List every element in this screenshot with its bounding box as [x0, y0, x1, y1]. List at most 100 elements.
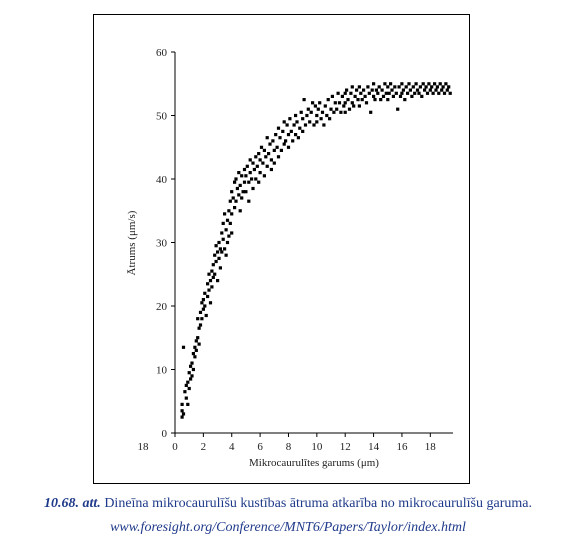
- data-point: [217, 256, 221, 260]
- data-point: [201, 298, 205, 302]
- data-point: [196, 336, 200, 340]
- data-point: [380, 88, 384, 92]
- data-point: [425, 91, 430, 95]
- data-point: [258, 171, 262, 175]
- x-tick-label: 8: [286, 441, 292, 453]
- data-point: [203, 304, 207, 308]
- data-point: [309, 110, 313, 114]
- data-point: [194, 348, 198, 352]
- y-axis-label: Ātrums (μm/s): [126, 210, 138, 275]
- data-point: [428, 88, 432, 92]
- data-point: [262, 148, 266, 152]
- data-point: [360, 98, 364, 102]
- data-point: [227, 234, 231, 238]
- data-point: [347, 107, 352, 111]
- data-point: [319, 117, 323, 121]
- data-point: [387, 91, 391, 95]
- data-point: [442, 91, 447, 95]
- x-tick-label: 0: [172, 441, 178, 453]
- data-point: [332, 110, 336, 114]
- data-point: [206, 282, 210, 286]
- data-point: [408, 88, 412, 92]
- data-point: [397, 85, 401, 89]
- data-point: [269, 167, 273, 172]
- data-point: [250, 177, 254, 181]
- data-point: [285, 123, 289, 127]
- figure-caption: 10.68. att. Dineīna mikrocaurulīšu kustī…: [0, 496, 576, 512]
- data-point: [220, 250, 224, 254]
- x-tick-label: 4: [229, 441, 235, 453]
- data-point: [386, 85, 390, 89]
- data-point: [311, 101, 315, 105]
- data-point: [305, 113, 309, 118]
- data-point: [242, 180, 247, 184]
- data-point: [288, 117, 292, 121]
- data-point: [238, 183, 242, 187]
- data-point: [242, 167, 247, 172]
- data-point: [377, 85, 381, 89]
- data-point: [279, 148, 283, 152]
- data-point: [281, 129, 285, 133]
- data-point: [227, 209, 231, 213]
- data-point: [303, 123, 308, 127]
- data-point: [357, 85, 361, 89]
- x-tick-label: 18: [425, 441, 437, 453]
- data-point: [221, 221, 225, 225]
- data-point: [369, 110, 373, 114]
- data-point: [282, 142, 286, 146]
- x-axis-label: Mikrocaurulītes garums (μm): [249, 457, 379, 469]
- data-point: [278, 136, 282, 140]
- data-point: [248, 171, 252, 175]
- data-point: [237, 193, 241, 197]
- scatter-points: [180, 82, 452, 419]
- data-point: [289, 129, 293, 133]
- data-point: [364, 101, 369, 105]
- data-point: [445, 88, 449, 92]
- data-point: [299, 110, 303, 114]
- data-point: [424, 85, 428, 89]
- data-point: [186, 402, 190, 406]
- data-point: [201, 307, 205, 311]
- data-point: [216, 279, 220, 283]
- data-point: [415, 88, 420, 92]
- data-point: [234, 177, 238, 181]
- data-point: [233, 180, 237, 184]
- data-point: [211, 263, 215, 267]
- data-point: [276, 155, 281, 159]
- figure-frame: [93, 14, 470, 484]
- data-point: [241, 190, 245, 194]
- data-point: [296, 136, 300, 140]
- x-tick-label: 12: [340, 441, 351, 453]
- data-point: [320, 110, 325, 114]
- data-point: [421, 82, 425, 86]
- data-point: [284, 139, 288, 143]
- data-point: [295, 120, 299, 124]
- data-point: [396, 107, 400, 111]
- data-point: [230, 212, 234, 216]
- data-point: [391, 94, 395, 98]
- source-url[interactable]: www.foresight.org/Conference/MNT6/Papers…: [110, 520, 466, 535]
- data-point: [349, 91, 353, 95]
- data-point: [301, 117, 305, 121]
- data-point: [218, 247, 222, 251]
- data-point: [252, 167, 256, 172]
- data-point: [214, 259, 218, 264]
- data-point: [350, 101, 354, 105]
- data-point: [312, 123, 316, 127]
- data-point: [180, 409, 184, 413]
- data-point: [352, 104, 356, 108]
- data-point: [336, 91, 340, 95]
- data-point: [434, 88, 438, 92]
- x-axis-extra-label: 18: [138, 441, 150, 453]
- x-tick-label: 10: [311, 441, 323, 453]
- data-point: [417, 91, 421, 95]
- data-point: [437, 91, 441, 95]
- data-point: [187, 386, 191, 391]
- data-point: [218, 266, 222, 270]
- data-point: [350, 85, 354, 89]
- data-point: [197, 342, 201, 346]
- y-tick-label: 40: [156, 174, 168, 186]
- data-point: [342, 104, 346, 108]
- data-point: [447, 85, 451, 89]
- data-point: [448, 91, 452, 95]
